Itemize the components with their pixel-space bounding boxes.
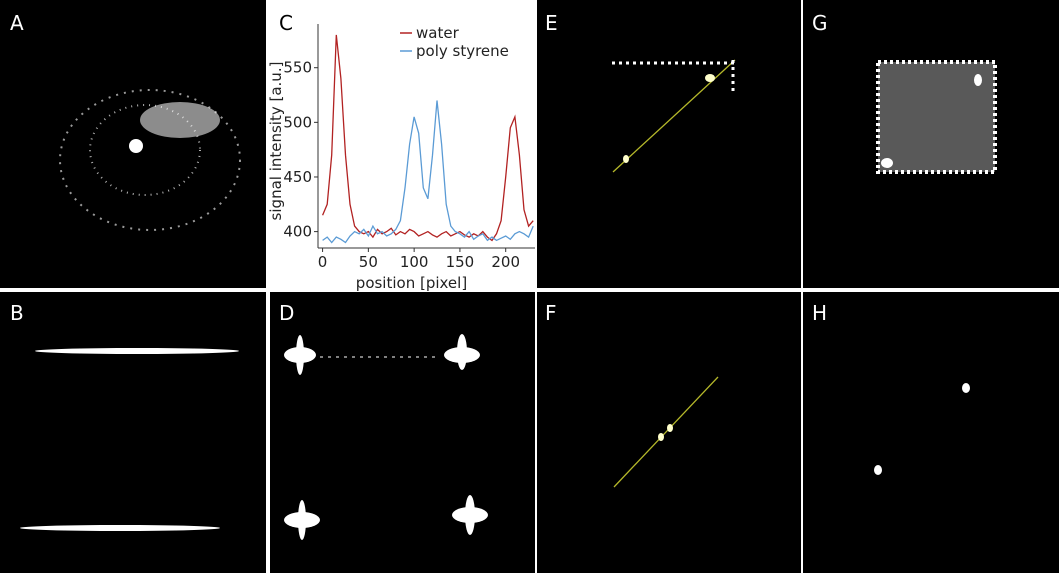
- y-tick-label: 450: [283, 168, 312, 186]
- square-pattern: [876, 60, 997, 174]
- panel-label: G: [812, 11, 828, 35]
- panel-h: [803, 292, 1059, 573]
- x-tick-label: 50: [359, 253, 378, 271]
- panel-label: A: [10, 11, 24, 35]
- y-tick-label: 400: [283, 223, 312, 241]
- x-tick-label: 100: [400, 253, 429, 271]
- streaks: [20, 348, 239, 531]
- data-line: [322, 100, 534, 244]
- speckle-image: [59, 89, 241, 231]
- y-axis-label: signal intensity [a.u.]: [267, 62, 285, 221]
- line-profile: [612, 59, 736, 173]
- legend-label: water: [416, 24, 460, 42]
- x-tick-label: 200: [491, 253, 520, 271]
- x-tick-label: 150: [446, 253, 475, 271]
- panel-label: B: [10, 301, 24, 325]
- panel-label: F: [545, 301, 557, 325]
- panel-e: [537, 0, 801, 288]
- y-tick-label: 500: [283, 113, 312, 131]
- panel-label: H: [812, 301, 827, 325]
- panel-g: [803, 0, 1059, 288]
- x-axis-label: position [pixel]: [356, 274, 467, 292]
- legend-label: poly styrene: [416, 42, 509, 60]
- panel-label: C: [279, 11, 293, 35]
- data-line: [322, 34, 534, 242]
- panel-label: D: [279, 301, 294, 325]
- y-tick-label: 550: [283, 59, 312, 77]
- line-profile: [613, 376, 719, 488]
- spots: [874, 383, 970, 475]
- panel-d: [270, 292, 535, 573]
- panel-f: [537, 292, 801, 573]
- chart: 400 450 500 550 0 50 100 150 200 position [pixel]…: [267, 24, 535, 292]
- x-tick-label: 0: [318, 253, 328, 271]
- spots: [284, 334, 488, 540]
- panel-label: E: [545, 11, 558, 35]
